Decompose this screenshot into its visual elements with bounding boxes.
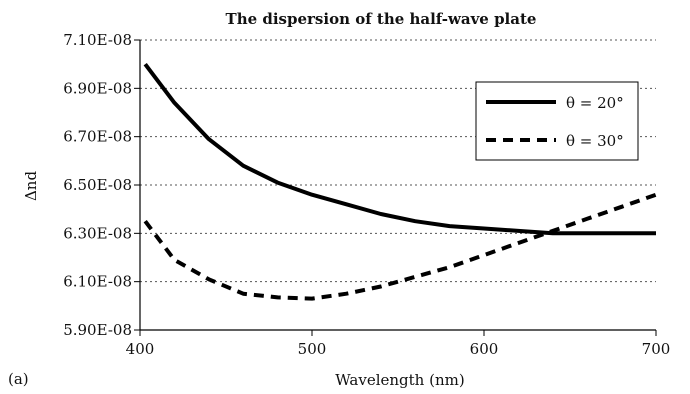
panel-label: (a) [8, 370, 29, 388]
x-tick-label: 700 [642, 340, 671, 358]
legend-label-series-2: θ = 30° [566, 132, 624, 150]
y-tick-labels: 5.90E-08 6.10E-08 6.30E-08 6.50E-08 6.70E-08… [63, 31, 132, 339]
legend-box [475, 81, 639, 161]
y-tick-label: 6.90E-08 [63, 79, 132, 97]
x-tick-label: 600 [470, 340, 499, 358]
y-tick-label: 7.10E-08 [63, 31, 132, 49]
series-line-1 [143, 62, 656, 236]
y-tick-label: 6.10E-08 [63, 273, 132, 291]
chart-title: The dispersion of the half-wave plate [226, 10, 537, 28]
x-tick-label: 500 [298, 340, 327, 358]
y-tick-label: 6.70E-08 [63, 128, 132, 146]
x-tick-label: 400 [126, 340, 155, 358]
y-tick-label: 6.30E-08 [63, 224, 132, 242]
x-tick-labels: 400 500 600 700 [126, 340, 671, 358]
series-lines [143, 62, 657, 301]
y-tick-label: 5.90E-08 [63, 321, 132, 339]
series-line-2 [143, 192, 657, 301]
x-axis-label: Wavelength (nm) [335, 371, 464, 389]
gridlines [140, 39, 656, 283]
y-tick-label: 6.50E-08 [63, 176, 132, 194]
legend: θ = 20° θ = 30° [475, 81, 639, 161]
axes [134, 39, 657, 336]
y-axis-label: Δnd [22, 171, 40, 201]
legend-label-series-1: θ = 20° [566, 94, 624, 112]
